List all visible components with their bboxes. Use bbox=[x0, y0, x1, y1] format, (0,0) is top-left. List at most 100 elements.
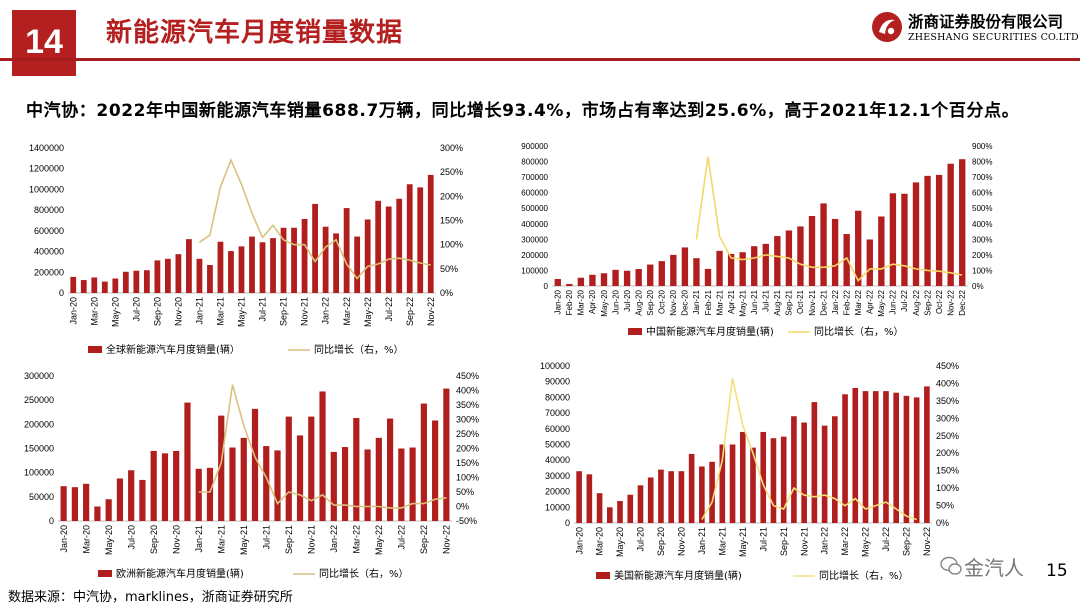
bar-Jan-20 bbox=[70, 276, 77, 293]
x-tick-label: Jul-21 bbox=[261, 525, 271, 550]
yoy-growth-line bbox=[695, 156, 963, 282]
x-tick-label: Nov-21 bbox=[306, 525, 316, 554]
y-right-tick-label: 300% bbox=[936, 413, 959, 423]
bar-May-22 bbox=[364, 219, 371, 293]
y-right-tick-label: -50% bbox=[456, 516, 477, 526]
bar-May-21 bbox=[739, 252, 746, 286]
bar-Nov-22 bbox=[443, 388, 450, 521]
y-right-tick-label: 450% bbox=[936, 361, 959, 371]
y-left-tick-label: 40000 bbox=[545, 455, 570, 465]
bar-Oct-22 bbox=[432, 420, 439, 521]
bar-Dec-21 bbox=[820, 203, 827, 286]
bar-Aug-22 bbox=[912, 182, 920, 286]
y-right-tick-label: 200% bbox=[972, 251, 992, 260]
y-left-tick-label: 250000 bbox=[24, 395, 54, 405]
bar-Jun-20 bbox=[612, 269, 619, 286]
bar-May-20 bbox=[617, 501, 623, 523]
company-logo: 浙商证券股份有限公司 ZHESHANG SECURITIES CO.LTD bbox=[870, 8, 1079, 52]
x-tick-label: Jan-20 bbox=[574, 527, 584, 555]
bar-Oct-20 bbox=[161, 453, 169, 521]
bar-Oct-22 bbox=[417, 187, 424, 293]
bar-Jun-21 bbox=[251, 408, 259, 521]
x-tick-label: Sep-20 bbox=[646, 289, 655, 315]
bar-Feb-21 bbox=[207, 265, 213, 293]
zheshang-logo-icon bbox=[872, 12, 902, 42]
bar-Sep-20 bbox=[658, 469, 664, 523]
y-left-tick-label: 400000 bbox=[34, 247, 64, 257]
chart-svg-china: 0 100000 200000 300000 400000 500000 600000 700… bbox=[521, 142, 992, 338]
x-tick-label: May-20 bbox=[110, 297, 120, 327]
x-tick-label: Mar-21 bbox=[216, 297, 226, 326]
bar-Mar-22 bbox=[855, 210, 862, 286]
bar-Nov-22 bbox=[947, 163, 954, 286]
x-tick-label: Jul-20 bbox=[623, 289, 632, 311]
watermark: 金汽人 bbox=[940, 548, 1040, 584]
bar-Feb-22 bbox=[832, 416, 838, 523]
bar-Jul-21 bbox=[263, 446, 270, 521]
x-tick-label: Jan-20 bbox=[68, 297, 78, 325]
bar-Apr-22 bbox=[866, 239, 873, 286]
bar-Oct-20 bbox=[164, 258, 171, 293]
y-right-tick-label: 50% bbox=[440, 264, 458, 274]
bar-May-20 bbox=[105, 499, 112, 521]
bar-Feb-21 bbox=[704, 268, 712, 286]
bar-Aug-21 bbox=[274, 450, 281, 521]
bar-Sep-22 bbox=[924, 175, 931, 286]
bar-Mar-22 bbox=[353, 418, 360, 521]
bar-Mar-21 bbox=[217, 241, 224, 293]
bar-Jun-22 bbox=[386, 418, 394, 521]
y-right-tick-label: 250% bbox=[440, 167, 463, 177]
y-right-tick-label: 400% bbox=[972, 220, 992, 229]
bar-Aug-20 bbox=[143, 270, 150, 293]
x-tick-label: Nov-20 bbox=[174, 297, 184, 326]
bar-May-20 bbox=[112, 278, 119, 293]
bar-Sep-22 bbox=[420, 403, 427, 521]
bar-May-21 bbox=[238, 246, 245, 293]
legend-bar-swatch bbox=[98, 570, 112, 577]
legend-bar-swatch bbox=[88, 346, 102, 353]
x-tick-label: Feb-21 bbox=[704, 289, 713, 315]
wechat-icon bbox=[940, 556, 962, 575]
bar-Nov-20 bbox=[175, 254, 182, 293]
bar-Oct-21 bbox=[797, 226, 804, 286]
y-right-tick-label: 300% bbox=[440, 143, 463, 153]
bar-Jul-22 bbox=[398, 448, 405, 521]
x-tick-label: Jan-20 bbox=[554, 289, 563, 314]
x-tick-label: Mar-20 bbox=[595, 527, 605, 556]
bar-May-20 bbox=[600, 273, 608, 286]
y-right-tick-label: 400% bbox=[456, 386, 479, 396]
bar-Dec-21 bbox=[811, 402, 818, 523]
bar-Jun-21 bbox=[249, 236, 255, 293]
x-tick-label: Jul-20 bbox=[126, 525, 136, 550]
bar-Feb-20 bbox=[586, 474, 593, 523]
y-right-tick-label: 0% bbox=[440, 288, 453, 298]
bar-Feb-21 bbox=[709, 461, 715, 523]
y-left-tick-label: 400000 bbox=[521, 220, 548, 229]
y-left-tick-label: 700000 bbox=[521, 173, 548, 182]
x-tick-label: May-22 bbox=[861, 527, 871, 557]
bar-Nov-20 bbox=[670, 254, 677, 286]
x-tick-label: Sep-22 bbox=[419, 525, 429, 554]
x-tick-label: Apr-20 bbox=[588, 289, 597, 314]
y-left-tick-label: 0 bbox=[59, 288, 64, 298]
chart-svg-europe: 0 50000 100000 150000 200000 250000 300000 -50%… bbox=[24, 371, 479, 580]
bar-Apr-20 bbox=[94, 506, 101, 521]
bar-May-22 bbox=[878, 216, 885, 286]
bar-Jun-22 bbox=[872, 391, 879, 523]
y-right-tick-label: 350% bbox=[456, 400, 479, 410]
legend-bar-label: 美国新能源汽车月度销量(辆) bbox=[614, 569, 742, 582]
x-tick-label: Aug-22 bbox=[912, 289, 921, 315]
watermark-text: 金汽人 bbox=[964, 556, 1024, 580]
legend-bar-label: 全球新能源汽车月度销量(辆） bbox=[106, 343, 240, 356]
x-tick-label: Nov-21 bbox=[799, 527, 809, 556]
x-tick-label: Jun-21 bbox=[750, 289, 759, 314]
x-tick-label: Mar-21 bbox=[715, 289, 724, 315]
bar-Sep-21 bbox=[280, 227, 287, 293]
bar-Jun-20 bbox=[627, 494, 634, 523]
y-left-tick-label: 600000 bbox=[34, 226, 64, 236]
section-number: 14 bbox=[12, 10, 76, 76]
bar-Apr-22 bbox=[364, 449, 371, 521]
company-name-en: ZHESHANG SECURITIES CO.LTD bbox=[908, 32, 1079, 43]
bar-Jun-20 bbox=[116, 478, 124, 521]
bar-Mar-22 bbox=[343, 208, 350, 293]
